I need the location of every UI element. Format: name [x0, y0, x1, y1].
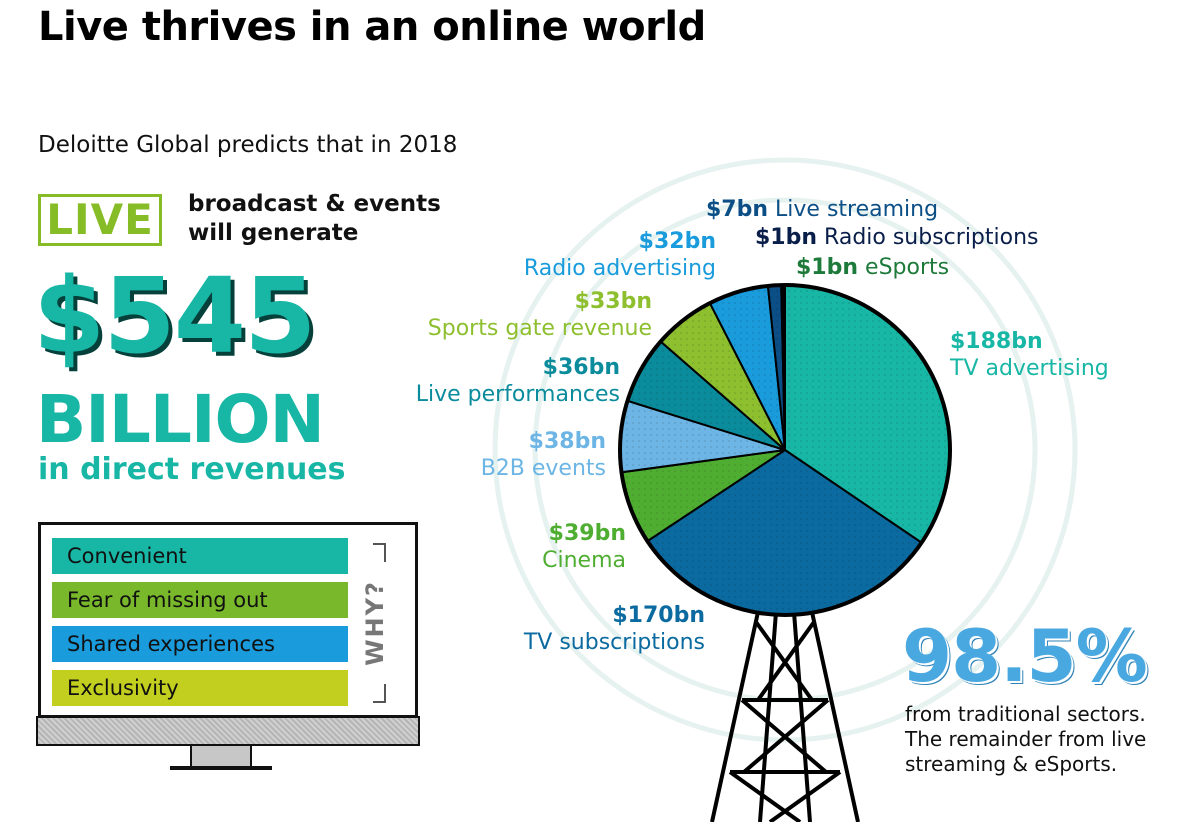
live-desc-line1: broadcast & events — [188, 191, 441, 217]
value-radio-subscriptions: $1bn — [755, 225, 818, 250]
live-badge: LIVE — [38, 194, 162, 246]
tv-base — [36, 716, 420, 746]
why-label: WHY? — [361, 580, 389, 666]
value-sports-gate: $33bn — [574, 289, 652, 314]
label-tv-advertising: $188bn TV advertising — [950, 329, 1109, 381]
value-live-performances: $36bn — [542, 355, 620, 380]
label-cinema: $39bn Cinema — [542, 521, 626, 573]
page-title: Live thrives in an online world — [38, 4, 706, 50]
label-sports-gate: $33bn Sports gate revenue — [427, 289, 652, 341]
reason-convenient: Convenient — [52, 538, 348, 574]
headline-unit: BILLION — [36, 381, 325, 458]
label-tv-subscriptions: $170bn TV subscriptions — [523, 603, 705, 655]
why-bracket: WHY? — [361, 543, 389, 703]
reason-exclusivity: Exclusivity — [52, 670, 348, 706]
label-radio-subscriptions: $1bn Radio subscriptions — [755, 225, 1039, 250]
reason-fomo: Fear of missing out — [52, 582, 348, 618]
live-desc-line2: will generate — [188, 220, 359, 246]
value-radio-advertising: $32bn — [638, 229, 716, 254]
note-line3: streaming & eSports. — [905, 752, 1118, 776]
note-line1: from traditional sectors. — [905, 702, 1146, 726]
value-cinema: $39bn — [548, 521, 626, 546]
label-live-streaming: $7bn Live streaming — [706, 197, 939, 222]
subtitle: Deloitte Global predicts that in 2018 — [38, 132, 458, 158]
tv-foot — [170, 766, 272, 770]
value-b2b-events: $38bn — [528, 429, 606, 454]
note-line2: The remainder from live — [905, 727, 1147, 751]
value-esports: $1bn — [796, 255, 859, 280]
headline-subtext: in direct revenues — [38, 452, 346, 487]
label-b2b-events: $38bn B2B events — [480, 429, 606, 481]
label-radio-advertising: $32bn Radio advertising — [523, 229, 716, 281]
reason-shared: Shared experiences — [52, 626, 348, 662]
headline-amount: $545 — [33, 255, 316, 377]
value-tv-advertising: $188bn — [950, 329, 1043, 354]
antenna-tower — [710, 611, 860, 822]
label-esports: $1bn eSports — [796, 255, 950, 280]
traditional-share-note: from traditional sectors. The remainder … — [905, 702, 1195, 777]
traditional-share-percent: 98.5% — [902, 614, 1148, 698]
label-live-performances: $36bn Live performances — [415, 355, 620, 407]
value-live-streaming: $7bn — [706, 197, 769, 222]
value-tv-subscriptions: $170bn — [612, 603, 705, 628]
live-description: broadcast & events will generate — [188, 190, 441, 248]
pie-outline — [618, 283, 952, 617]
